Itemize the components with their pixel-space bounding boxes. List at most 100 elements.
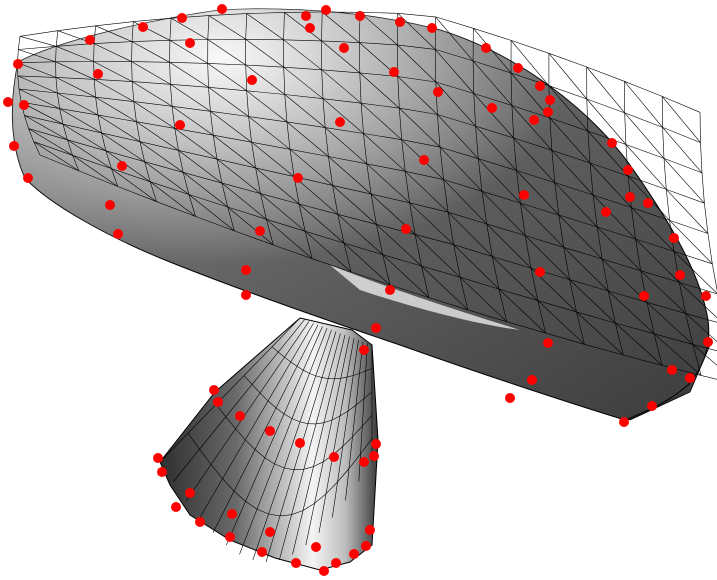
vertex-marker xyxy=(301,11,311,21)
mesh-edge xyxy=(18,36,20,49)
vertex-marker xyxy=(85,35,95,45)
vertex-marker xyxy=(685,373,695,383)
vertex-marker xyxy=(105,200,115,210)
vertex-marker xyxy=(177,13,187,23)
vertex-marker xyxy=(647,401,657,411)
vertex-marker xyxy=(601,207,611,217)
vertex-marker xyxy=(703,337,713,347)
vertex-marker xyxy=(535,81,545,91)
vertex-marker xyxy=(527,375,537,385)
vertex-marker xyxy=(623,165,633,175)
vertex-marker xyxy=(195,517,205,527)
vertex-marker xyxy=(643,198,653,208)
mesh-edge xyxy=(663,127,701,142)
vertex-marker xyxy=(365,525,375,535)
vertex-marker xyxy=(545,95,555,105)
vertex-marker xyxy=(543,338,553,348)
mesh-edge xyxy=(662,96,700,142)
vertex-marker xyxy=(619,417,629,427)
vertex-marker xyxy=(235,411,245,421)
vertex-marker xyxy=(23,173,33,183)
vertex-marker xyxy=(305,23,315,33)
vertex-marker xyxy=(385,285,395,295)
vertex-marker xyxy=(667,365,677,375)
mesh-edge xyxy=(701,375,717,385)
vertex-marker xyxy=(9,141,19,151)
vertex-marker xyxy=(13,59,23,69)
vertex-marker xyxy=(701,291,711,301)
vertex-marker xyxy=(395,17,405,27)
vertex-marker xyxy=(19,100,29,110)
vertex-marker xyxy=(535,267,545,277)
vertex-marker xyxy=(675,270,685,280)
mesh-edge xyxy=(708,234,712,264)
mesh-edge xyxy=(473,28,511,40)
vertex-marker xyxy=(265,527,275,537)
mesh-edge xyxy=(624,81,662,127)
vertex-marker xyxy=(371,439,381,449)
vertex-marker xyxy=(153,453,163,463)
vertex-marker xyxy=(241,290,251,300)
vertex-marker xyxy=(355,11,365,21)
vertex-marker xyxy=(138,22,148,32)
vertex-marker xyxy=(175,120,185,130)
mesh-edge xyxy=(664,158,704,203)
mesh-edge xyxy=(664,158,702,173)
vertex-marker xyxy=(185,38,195,48)
vertex-marker xyxy=(359,457,369,467)
vertex-marker xyxy=(401,224,411,234)
mesh-edge xyxy=(58,26,96,31)
mesh-edge xyxy=(20,36,56,46)
vertex-marker xyxy=(225,532,235,542)
vertex-marker xyxy=(625,192,635,202)
vertex-marker xyxy=(117,161,127,171)
mesh-edge xyxy=(663,127,702,172)
mesh-edge xyxy=(704,203,708,233)
mesh-edge xyxy=(20,31,58,37)
mesh-edge xyxy=(398,13,436,17)
mesh-edge xyxy=(625,113,664,158)
vertex-marker xyxy=(257,547,267,557)
vertex-marker xyxy=(349,549,359,559)
vertex-marker xyxy=(359,345,369,355)
vertex-marker xyxy=(157,467,167,477)
vertex-marker xyxy=(419,155,429,165)
mesh-edge xyxy=(436,17,474,28)
mesh-edge xyxy=(56,31,58,47)
vertex-marker xyxy=(505,393,515,403)
vertex-marker xyxy=(335,117,345,127)
mesh-edge xyxy=(664,158,666,189)
mesh-edge xyxy=(702,173,704,203)
vertex-marker xyxy=(433,87,443,97)
vertex-marker xyxy=(185,488,195,498)
vertex-marker xyxy=(487,103,497,113)
vertex-marker xyxy=(213,397,223,407)
vertex-marker xyxy=(361,541,371,551)
mesh-edge xyxy=(701,143,703,173)
mesh-edge xyxy=(96,22,134,26)
vertex-marker xyxy=(369,451,379,461)
mesh-edge xyxy=(666,189,669,220)
vertex-marker xyxy=(255,226,265,236)
vertex-marker xyxy=(639,291,649,301)
mesh-edge xyxy=(666,189,704,203)
vertex-marker xyxy=(371,323,381,333)
vertex-marker xyxy=(171,502,181,512)
vertex-marker xyxy=(339,43,349,53)
vertex-marker xyxy=(319,566,329,576)
vertex-marker xyxy=(669,233,679,243)
vertex-marker xyxy=(331,558,341,568)
vertex-marker xyxy=(93,69,103,79)
vertex-marker xyxy=(209,385,219,395)
mesh-edge xyxy=(670,220,708,233)
vertex-marker xyxy=(295,438,305,448)
vertex-marker xyxy=(529,115,539,125)
vertex-marker xyxy=(543,107,553,117)
mesh-edge xyxy=(666,189,708,233)
vertex-marker xyxy=(607,138,617,148)
vertex-marker xyxy=(291,558,301,568)
vertex-marker xyxy=(513,63,523,73)
vertex-marker xyxy=(3,97,13,107)
